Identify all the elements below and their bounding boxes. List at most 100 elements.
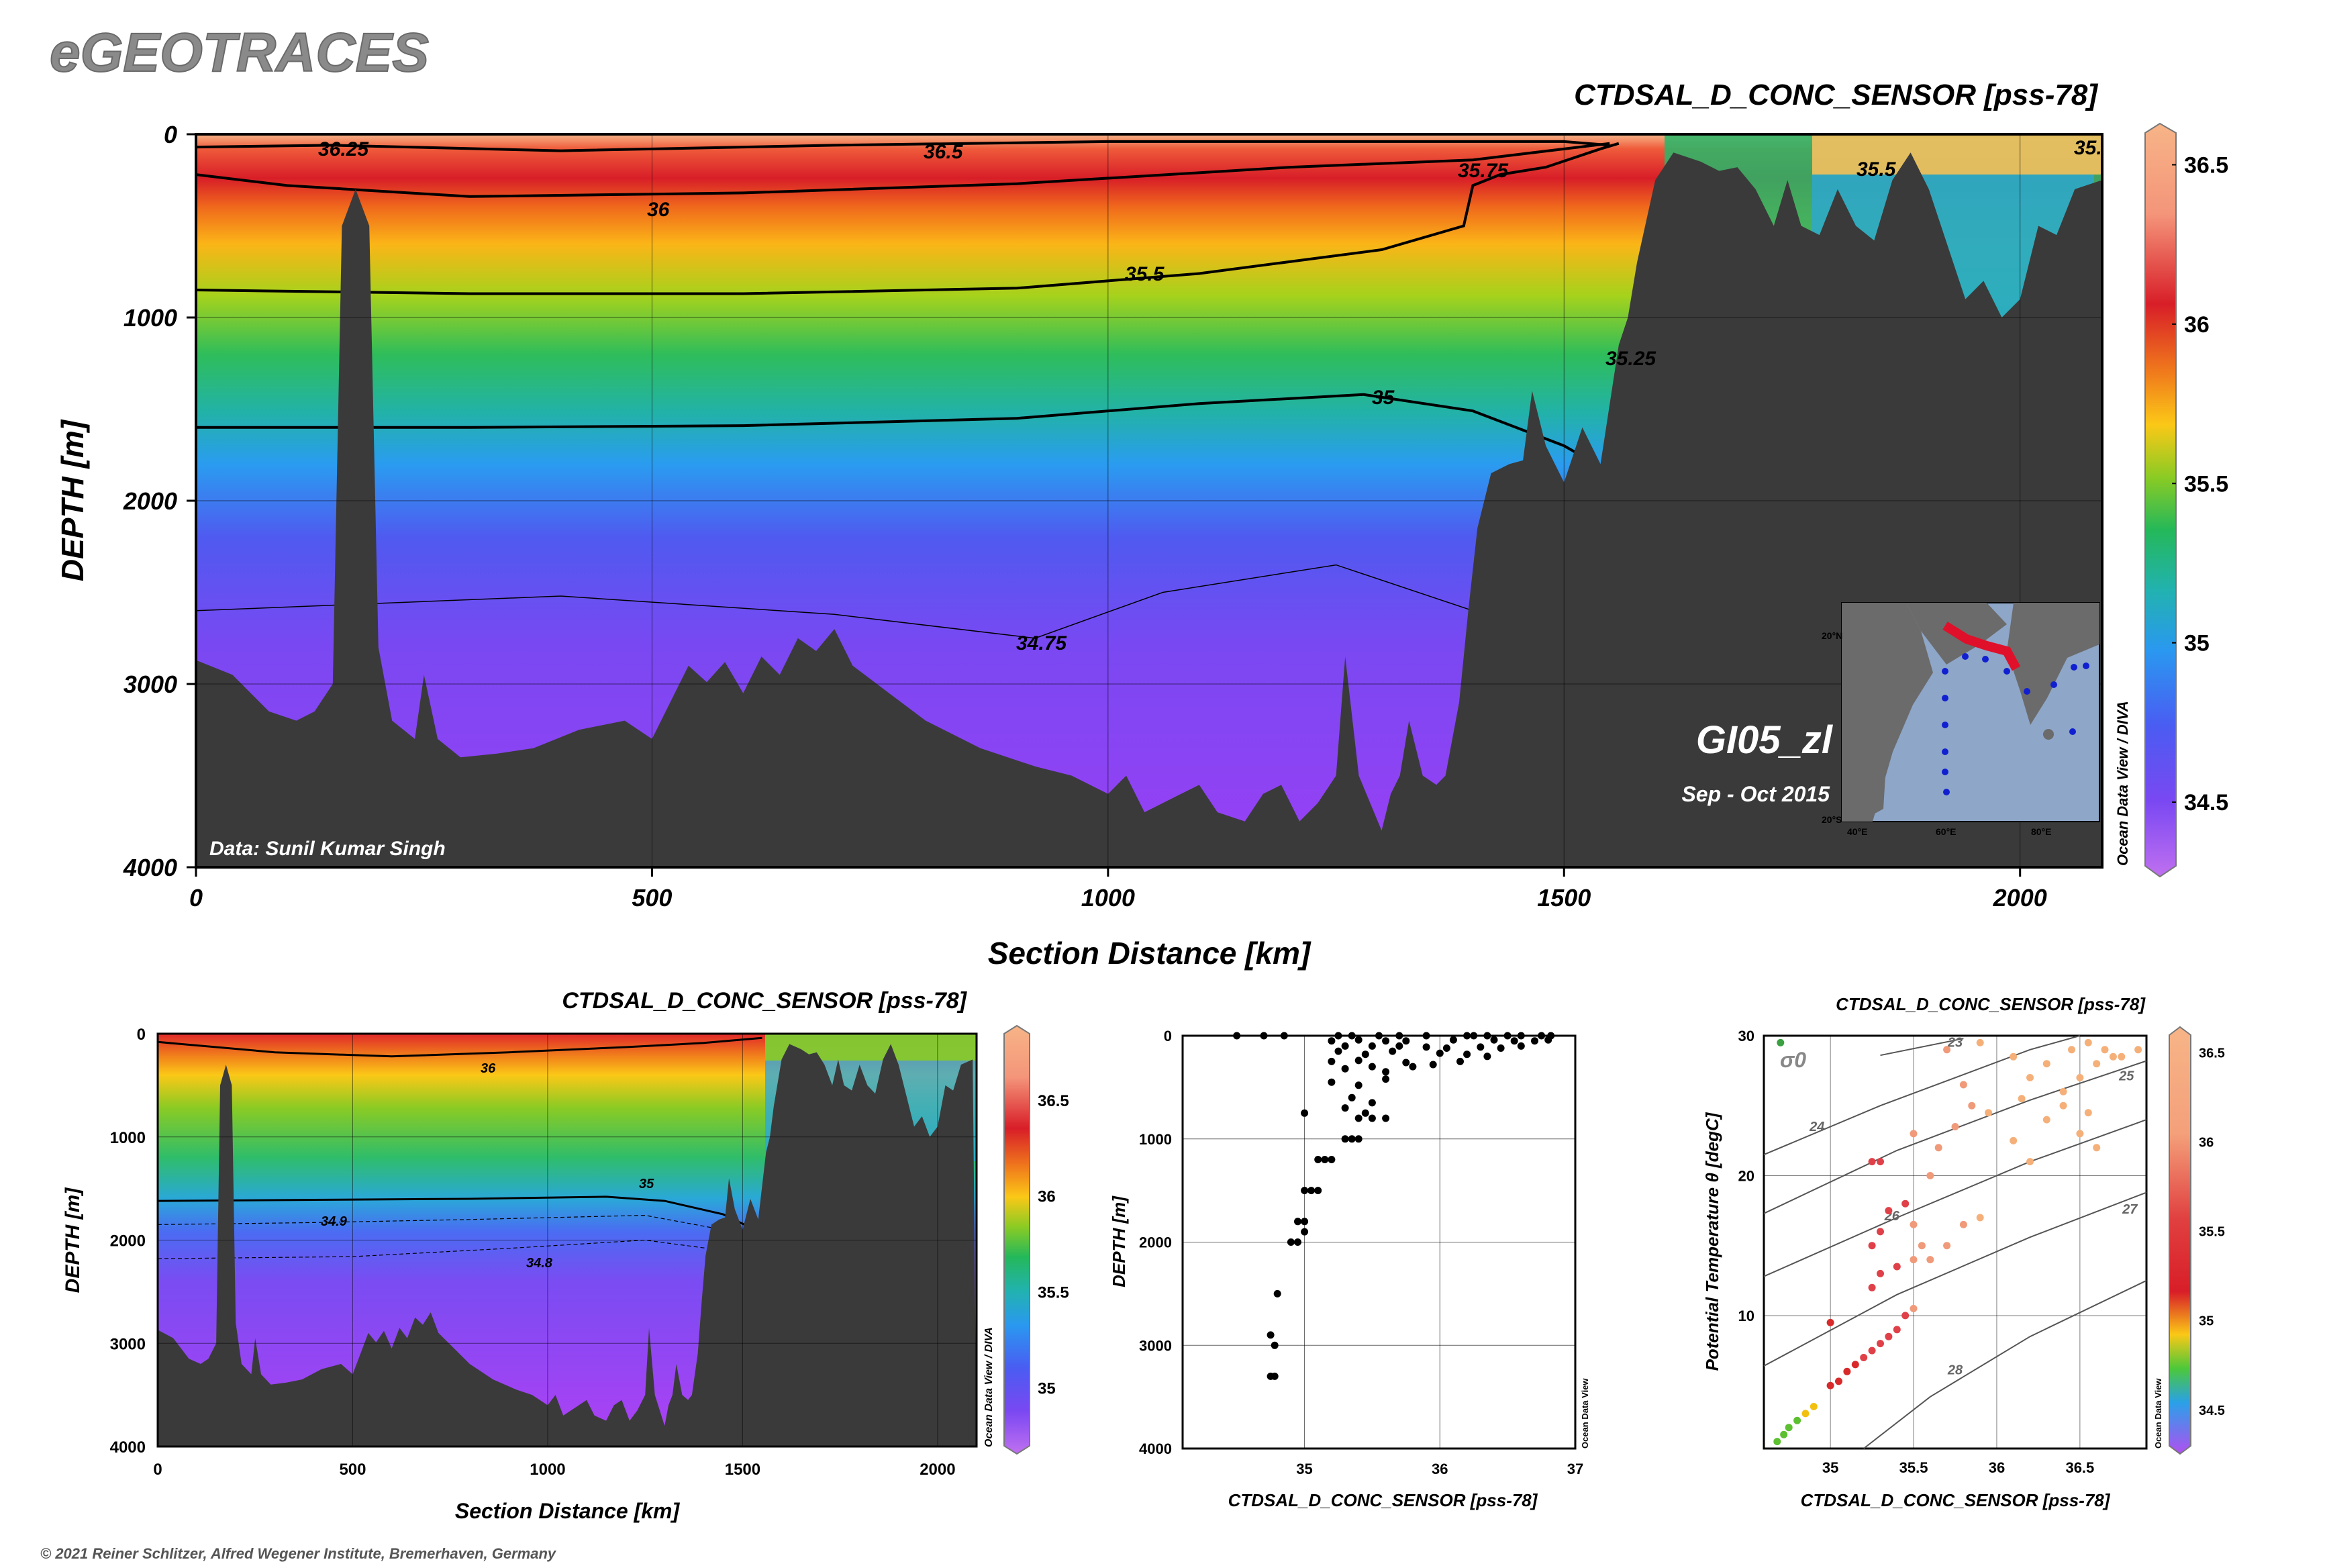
profile-point <box>1233 1032 1241 1040</box>
colorbar-tick-label: 36.5 <box>1038 1092 1069 1110</box>
ts-point <box>1877 1158 1884 1166</box>
inset-map-lat-20s: 20°S <box>1822 814 1842 825</box>
ts-point <box>1926 1172 1934 1179</box>
profile-point <box>1348 1135 1356 1143</box>
inset-map-lon-40e: 40°E <box>1847 826 1868 837</box>
isopycnal-line <box>1763 1119 2147 1277</box>
profile-point <box>1348 1093 1356 1101</box>
y-tick-label: 4000 <box>123 854 177 881</box>
small-colorbar-ticks: 36.5 36 35.5 35 <box>1038 1092 1069 1398</box>
small-contour-label-36: 36 <box>481 1061 496 1076</box>
profile-point <box>1483 1052 1491 1061</box>
ts-point <box>2093 1144 2101 1152</box>
contour-label-35-75: 35.75 <box>1458 160 1509 182</box>
ts-point <box>1901 1199 1910 1208</box>
contour-label-36-5: 36.5 <box>924 141 964 163</box>
profile-point <box>1368 1063 1376 1071</box>
profile-point <box>1341 1104 1349 1112</box>
ts-point <box>1901 1312 1910 1320</box>
ts-colorbar <box>2169 1026 2191 1455</box>
main-x-axis-label: Section Distance [km] <box>988 936 1311 971</box>
ts-point <box>1885 1332 1893 1340</box>
ts-point <box>2010 1136 2018 1144</box>
y-tick-label: 10 <box>1738 1308 1754 1324</box>
profile-grid: 35 36 37 0 1000 2000 3000 4000 <box>1139 1028 1583 1477</box>
small-section-plot: CTDSAL_D_CONC_SENSOR [pss-78] 36 35 34.9… <box>62 988 1069 1523</box>
isopycnal-line <box>1763 1060 2147 1214</box>
ts-point <box>1773 1438 1781 1446</box>
profile-point <box>1436 1049 1444 1057</box>
colorbar-tick-label: 35 <box>1038 1379 1056 1398</box>
ts-point <box>2118 1052 2126 1061</box>
ts-point <box>1959 1081 1967 1089</box>
profile-point <box>1544 1036 1552 1044</box>
isopycnal-label: 24 <box>1809 1120 1824 1134</box>
profile-point <box>1538 1032 1546 1040</box>
station-dot <box>1942 748 1948 755</box>
profile-point <box>1368 1042 1376 1050</box>
small-grid <box>158 1034 977 1447</box>
ts-grid: 35 35.5 36 36.5 10 20 30 <box>1738 1028 2146 1476</box>
y-tick-label: 0 <box>1164 1028 1172 1044</box>
profile-point <box>1402 1059 1410 1067</box>
ts-point <box>1780 1430 1788 1438</box>
profile-point <box>1341 1065 1349 1073</box>
contour-label-35-25: 35.25 <box>1605 348 1656 370</box>
profile-point <box>1470 1032 1478 1040</box>
isopycnal-label: 28 <box>1947 1363 1963 1378</box>
contour-label-35: 35 <box>1372 387 1395 409</box>
profile-point <box>1382 1068 1390 1076</box>
ts-point <box>1868 1158 1876 1166</box>
ts-point <box>1910 1256 1918 1264</box>
x-tick-label: 1000 <box>530 1461 565 1479</box>
contour-label-36: 36 <box>647 199 670 221</box>
ts-x-axis-label: CTDSAL_D_CONC_SENSOR [pss-78] <box>1801 1490 2111 1510</box>
inset-map-land-madagascar <box>1871 765 1886 816</box>
small-x-axis-label: Section Distance [km] <box>455 1499 681 1523</box>
station-dot <box>1942 769 1948 775</box>
station-dot <box>1942 695 1948 701</box>
x-tick-label: 36 <box>1432 1461 1448 1477</box>
profile-odv-watermark: Ocean Data View <box>1580 1378 1590 1449</box>
profile-point <box>1354 1081 1363 1089</box>
y-tick-label: 0 <box>137 1026 146 1044</box>
small-contour-label-34-8: 34.8 <box>526 1256 553 1271</box>
ts-point <box>1868 1283 1876 1291</box>
profile-point <box>1422 1043 1430 1051</box>
ts-point <box>1860 1354 1868 1361</box>
ts-point <box>1793 1416 1801 1424</box>
inset-map-lat-20n: 20°N <box>1822 630 1842 641</box>
profile-point <box>1321 1156 1329 1163</box>
contour-label-35-5: 35.5 <box>1125 263 1165 285</box>
cruise-id: GI05_zl <box>1696 718 1834 762</box>
profile-point <box>1382 1037 1390 1045</box>
inset-map-land-india <box>2007 603 2099 725</box>
station-dot <box>2003 668 2010 675</box>
main-seafloor <box>196 152 2102 867</box>
y-tick-label: 3000 <box>123 671 177 698</box>
main-plot-title: CTDSAL_D_CONC_SENSOR [pss-78] <box>1574 79 2098 111</box>
ts-point <box>2059 1101 2067 1110</box>
profile-point <box>1422 1032 1430 1040</box>
colorbar-tick-label: 35 <box>2199 1314 2214 1329</box>
contour-line <box>196 142 1610 198</box>
x-tick-label: 1500 <box>1537 884 1591 912</box>
ts-point <box>1910 1220 1918 1228</box>
colorbar-tick-label: 36 <box>1038 1188 1056 1206</box>
profile-point <box>1389 1047 1397 1055</box>
profile-point <box>1375 1032 1383 1040</box>
ts-point <box>2076 1074 2084 1081</box>
profile-point <box>1490 1036 1498 1044</box>
small-colorbar-body <box>1003 1024 1030 1455</box>
isopycnal-line <box>1763 1191 2147 1367</box>
profile-point <box>1301 1109 1309 1117</box>
isopycnal-line <box>1763 1035 2081 1156</box>
ts-point <box>1910 1130 1918 1138</box>
ts-point <box>2109 1052 2117 1061</box>
profile-point <box>1294 1218 1301 1226</box>
colorbar-tick-label: 35 <box>2184 631 2210 656</box>
y-tick-label: 4000 <box>1139 1440 1172 1457</box>
ts-point <box>1835 1377 1842 1385</box>
profile-point <box>1395 1042 1403 1050</box>
